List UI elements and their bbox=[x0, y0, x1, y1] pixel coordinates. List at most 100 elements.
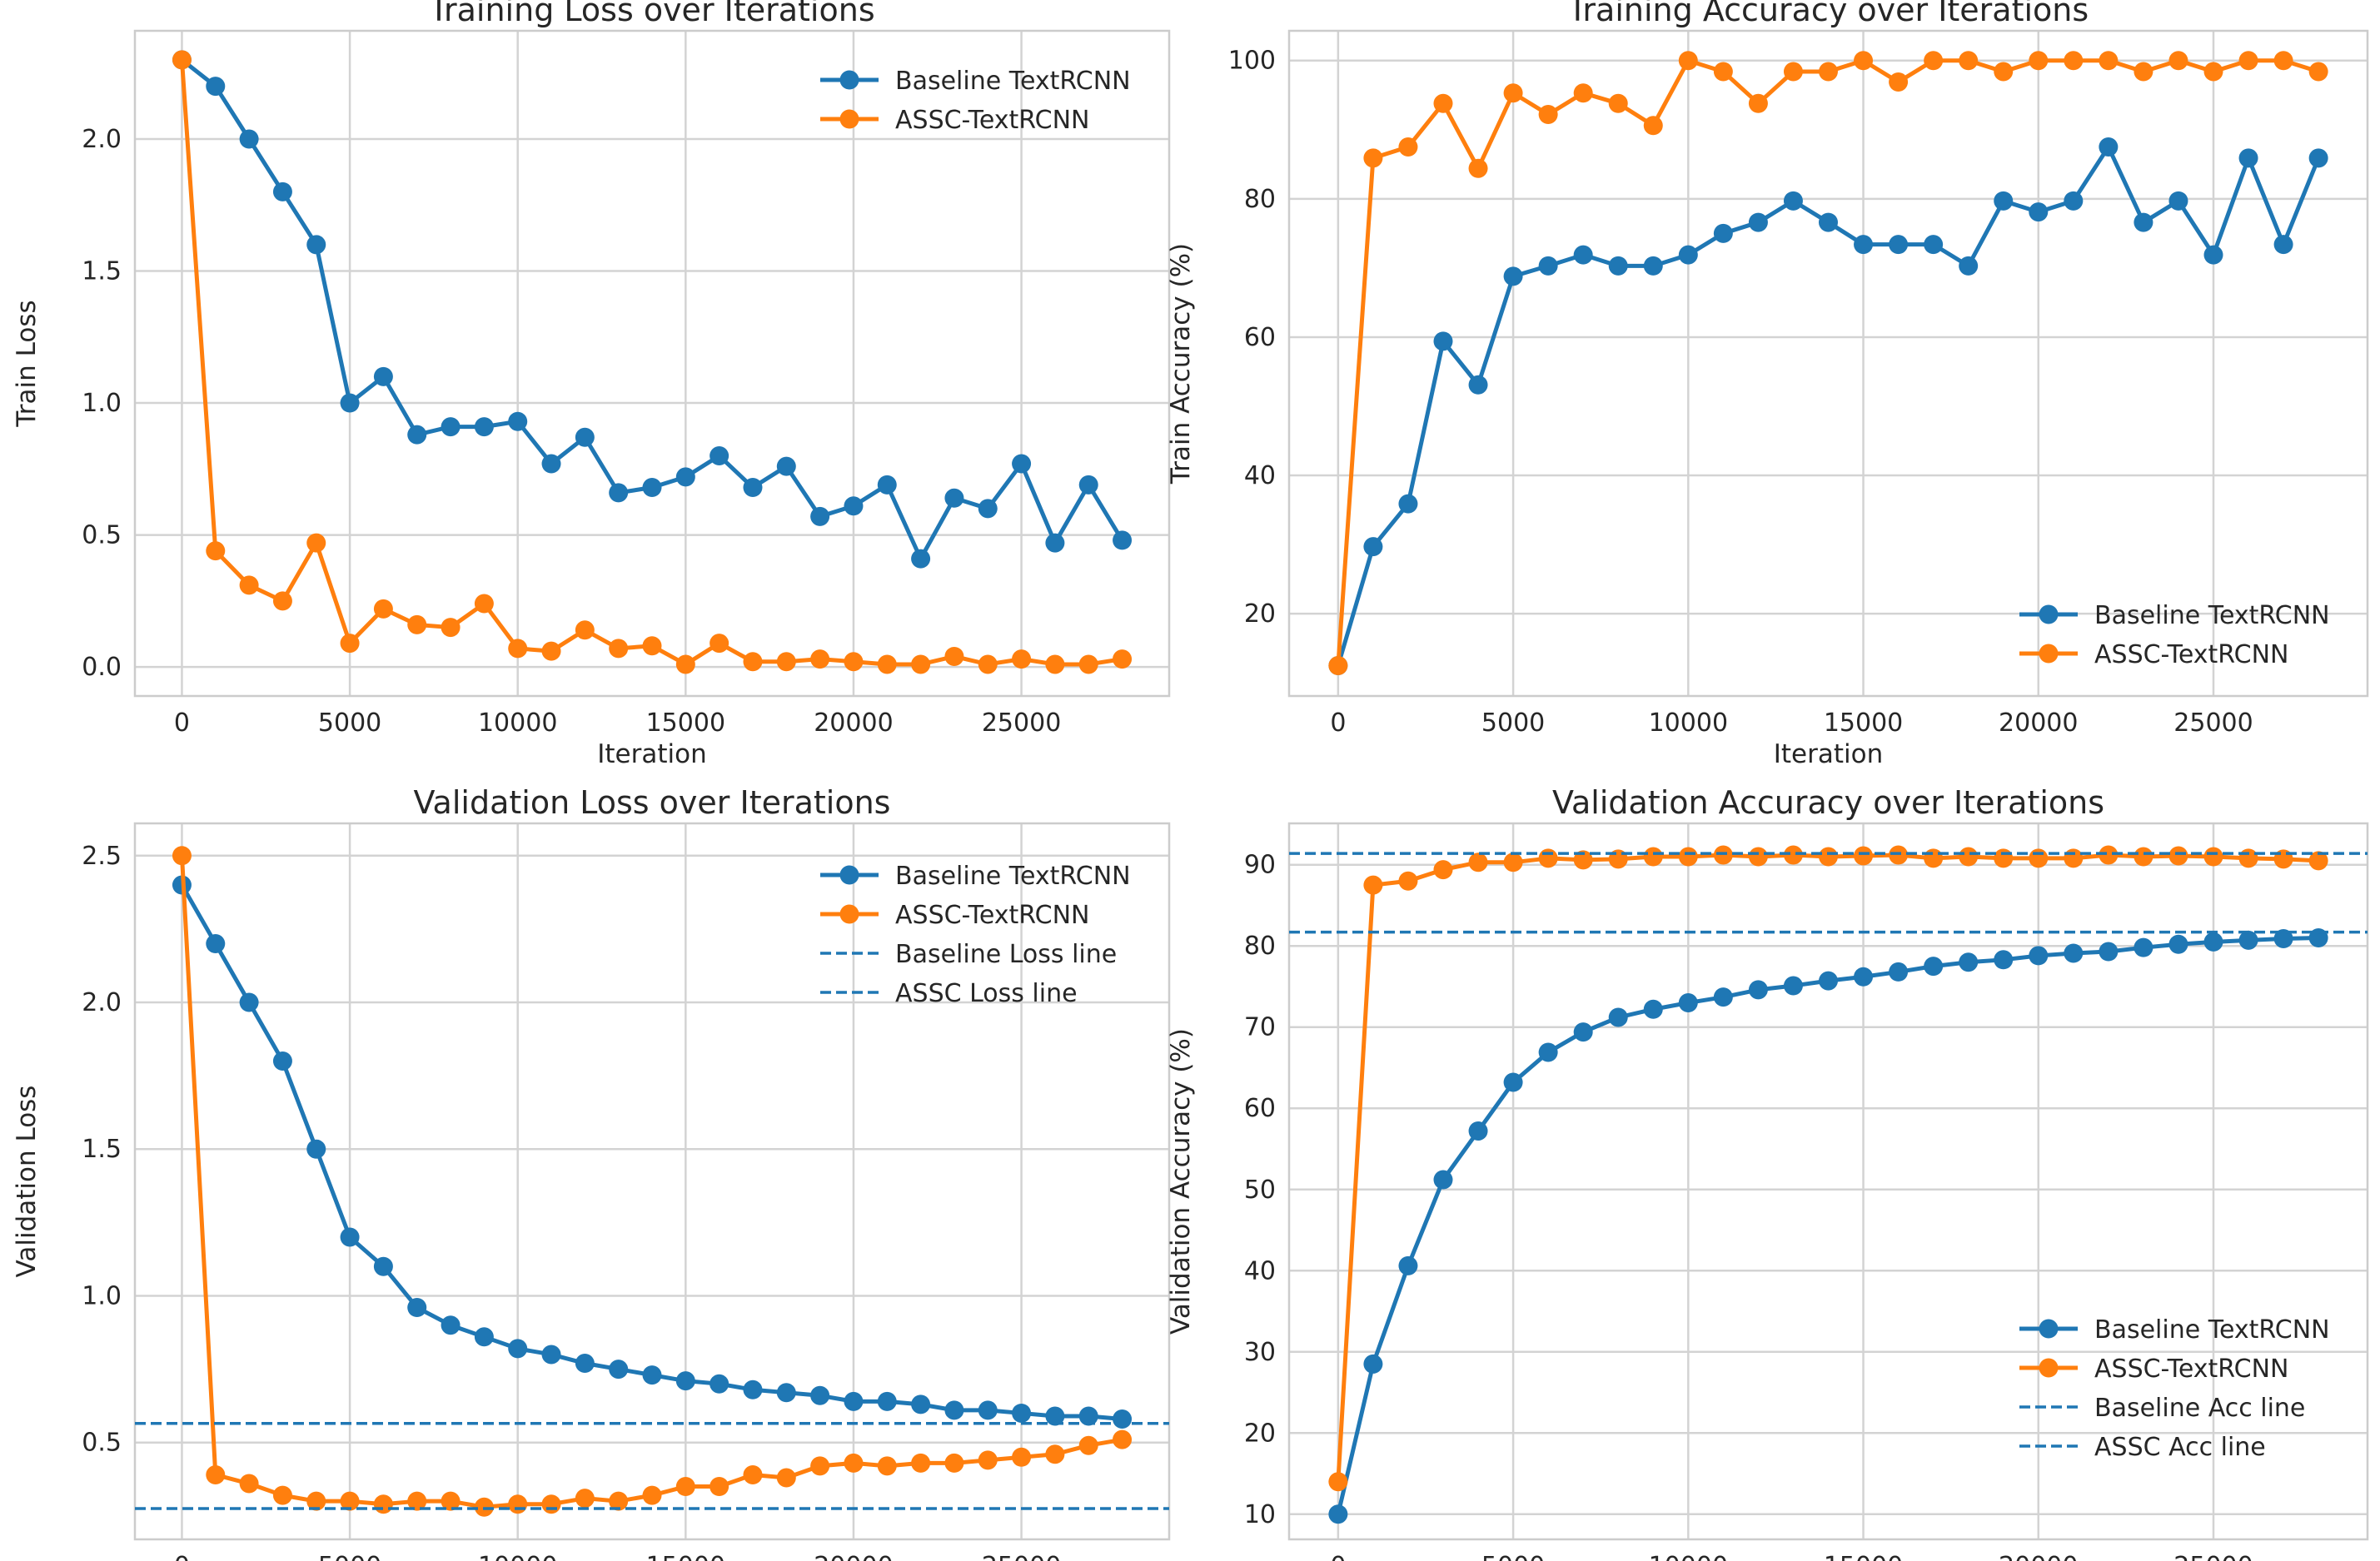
data-point bbox=[474, 1327, 494, 1347]
y-axis-label: Validation Loss bbox=[12, 1086, 42, 1278]
data-point bbox=[911, 1453, 931, 1473]
data-point bbox=[2029, 202, 2049, 222]
data-point bbox=[1433, 331, 1453, 351]
data-point bbox=[1924, 235, 1944, 255]
legend-label: ASSC-TextRCNN bbox=[2094, 1355, 2288, 1384]
data-point bbox=[441, 1491, 461, 1511]
data-point bbox=[1573, 245, 1593, 265]
y-tick-label: 30 bbox=[1244, 1338, 1276, 1367]
data-point bbox=[1854, 51, 1874, 71]
y-tick-label: 50 bbox=[1244, 1176, 1276, 1205]
legend-marker bbox=[2039, 644, 2059, 664]
data-point bbox=[1854, 235, 1874, 255]
data-point bbox=[508, 639, 528, 659]
data-point bbox=[776, 456, 796, 476]
x-tick-label: 0 bbox=[174, 708, 190, 738]
data-point bbox=[441, 1315, 461, 1335]
data-point bbox=[1113, 649, 1133, 669]
data-point bbox=[978, 499, 998, 519]
y-tick-label: 1.0 bbox=[82, 1281, 122, 1310]
data-point bbox=[1678, 51, 1698, 71]
x-tick-label: 20000 bbox=[1999, 1552, 2078, 1561]
data-point bbox=[1363, 148, 1383, 168]
data-point bbox=[642, 478, 662, 498]
data-point bbox=[877, 654, 897, 674]
data-point bbox=[2273, 51, 2293, 71]
data-point bbox=[710, 1374, 729, 1394]
legend-entry: ASSC-TextRCNN bbox=[820, 901, 1089, 930]
data-point bbox=[1433, 860, 1453, 880]
data-point bbox=[1538, 104, 1558, 124]
y-tick-label: 40 bbox=[1244, 461, 1276, 490]
data-point bbox=[2238, 848, 2258, 868]
data-point bbox=[1045, 1444, 1065, 1464]
legend-entry: Baseline TextRCNN bbox=[2019, 601, 2330, 630]
data-point bbox=[810, 1456, 830, 1476]
y-tick-label: 40 bbox=[1244, 1256, 1276, 1285]
x-tick-label: 10000 bbox=[1649, 1552, 1728, 1561]
y-tick-label: 60 bbox=[1244, 323, 1276, 352]
data-point bbox=[2099, 137, 2119, 157]
legend-entry: ASSC-TextRCNN bbox=[2019, 640, 2288, 669]
legend-label: Baseline TextRCNN bbox=[2094, 1315, 2330, 1345]
data-point bbox=[743, 1380, 763, 1399]
data-point bbox=[675, 467, 695, 487]
legend-marker bbox=[2039, 604, 2059, 624]
legend-entry: ASSC Loss line bbox=[820, 979, 1078, 1008]
data-point bbox=[1994, 191, 2014, 211]
data-point bbox=[1924, 51, 1944, 71]
data-point bbox=[1783, 62, 1803, 82]
x-tick-label: 25000 bbox=[982, 1552, 1061, 1561]
data-point bbox=[675, 1477, 695, 1497]
data-point bbox=[1328, 1472, 1348, 1492]
chart-title: Validation Accuracy over Iterations bbox=[1552, 784, 2104, 821]
data-point bbox=[877, 1456, 897, 1476]
data-point bbox=[407, 614, 427, 634]
x-axis-label: Iteration bbox=[1774, 739, 1884, 769]
data-point bbox=[1363, 875, 1383, 895]
legend-label: ASSC Loss line bbox=[895, 979, 1078, 1008]
data-point bbox=[306, 235, 326, 255]
data-point bbox=[810, 1385, 830, 1405]
data-point bbox=[373, 599, 393, 619]
data-point bbox=[272, 591, 292, 611]
data-point bbox=[743, 478, 763, 498]
data-point bbox=[474, 594, 494, 614]
train-acc-chart: 0 5000 10000 15000 20000 25000 20 40 60 80 100 Trai… bbox=[1166, 0, 2369, 769]
x-tick-label: 5000 bbox=[318, 1552, 381, 1561]
data-point bbox=[609, 483, 629, 503]
data-point bbox=[1078, 1435, 1098, 1455]
data-point bbox=[508, 1494, 528, 1514]
train-loss-chart: 0 5000 10000 15000 20000 25000 0.0 0.5 1.0 1.5 2.0… bbox=[12, 0, 1171, 769]
data-point bbox=[978, 1450, 998, 1470]
data-point bbox=[1398, 1255, 1418, 1275]
legend-entry: ASSC Acc line bbox=[2019, 1433, 2266, 1462]
legend-marker bbox=[2039, 1319, 2059, 1339]
data-point bbox=[1678, 245, 1698, 265]
data-point bbox=[474, 417, 494, 437]
data-point bbox=[340, 1491, 360, 1511]
data-point bbox=[172, 846, 192, 866]
x-tick-label: 15000 bbox=[1824, 708, 1903, 738]
x-tick-label: 25000 bbox=[982, 708, 1061, 738]
data-point bbox=[1748, 980, 1768, 1000]
plot-frame bbox=[1287, 29, 2369, 698]
data-point bbox=[239, 992, 259, 1012]
data-point bbox=[2168, 846, 2188, 866]
data-point bbox=[272, 1051, 292, 1071]
data-point bbox=[776, 1468, 796, 1488]
data-point bbox=[206, 77, 226, 97]
data-point bbox=[2064, 191, 2084, 211]
data-point bbox=[1889, 962, 1909, 982]
data-point bbox=[710, 634, 729, 654]
data-point bbox=[642, 1365, 662, 1385]
data-point bbox=[1994, 62, 2014, 82]
data-point bbox=[1783, 976, 1803, 996]
data-point bbox=[609, 639, 629, 659]
data-point bbox=[1573, 1022, 1593, 1042]
legend-marker bbox=[839, 109, 859, 129]
series-0 bbox=[172, 875, 1133, 1429]
chart-title: Training Loss over Iterations bbox=[428, 0, 874, 28]
data-point bbox=[844, 652, 864, 672]
data-point bbox=[1468, 1121, 1488, 1141]
